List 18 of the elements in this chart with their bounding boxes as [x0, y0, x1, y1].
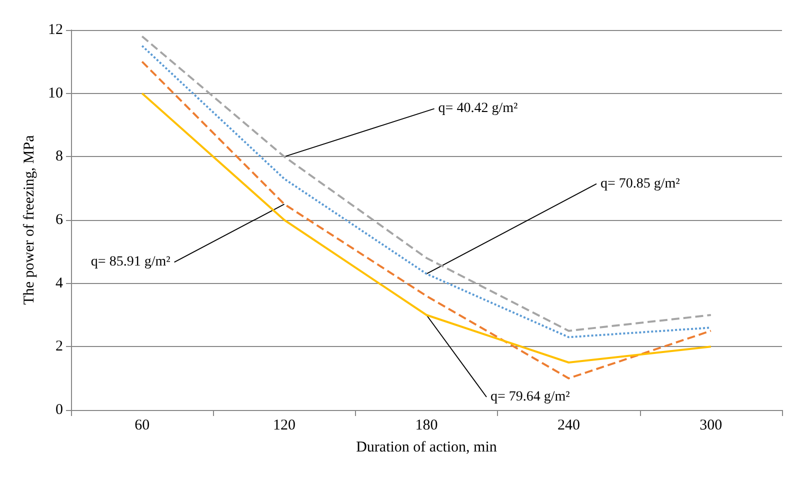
- annotation: q= 40.42 g/m²: [438, 101, 518, 116]
- y-tick-label: 8: [56, 148, 63, 165]
- y-axis-title: The power of freezing, MPa: [22, 134, 38, 305]
- y-tick-label: 0: [56, 402, 63, 418]
- y-tick-label: 6: [56, 212, 64, 228]
- y-tick-label: 2: [56, 338, 63, 355]
- y-tick-label: 10: [48, 85, 63, 102]
- x-tick-label: 120: [273, 418, 296, 434]
- y-tick-label: 4: [56, 275, 64, 292]
- y-tick-label: 12: [48, 22, 63, 38]
- x-tick-label: 240: [557, 418, 580, 434]
- annotation: q= 70.85 g/m²: [600, 176, 680, 192]
- x-tick-label: 180: [415, 418, 438, 434]
- annotation: q= 79.64 g/m²: [490, 390, 570, 404]
- x-tick-label: 300: [700, 418, 722, 434]
- annotation: q= 85.91 g/m²: [90, 254, 170, 270]
- x-axis-title: Duration of action, min: [356, 440, 498, 456]
- x-tick-label: 60: [134, 418, 150, 434]
